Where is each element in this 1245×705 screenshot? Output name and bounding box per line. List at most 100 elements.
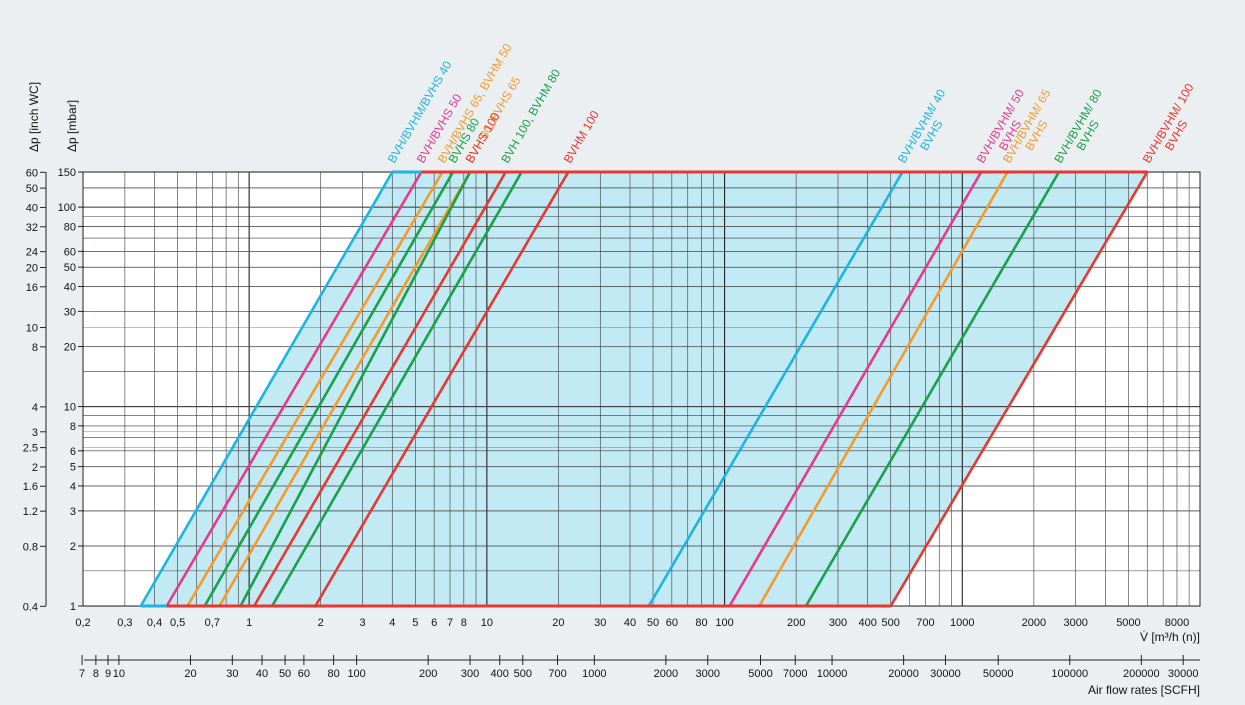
series-label: BVHM 100 [561, 108, 602, 166]
x-tick-label: 8 [461, 617, 467, 629]
y2-tick-label: 24 [26, 247, 38, 259]
x-tick-label: 2 [318, 617, 324, 629]
x2-tick-label: 3000 [696, 668, 720, 680]
x2-tick-label: 50000 [983, 668, 1014, 680]
x-tick-label: 5000 [1116, 617, 1140, 629]
series-line [139, 170, 394, 608]
x2-tick-label: 500 [514, 668, 532, 680]
y2-tick-label: 16 [26, 282, 38, 294]
x-tick-label: 2000 [1022, 617, 1046, 629]
x-tick-label: 5 [412, 617, 418, 629]
y-tick-label: 100 [58, 202, 76, 214]
y2-tick-label: 0.8 [23, 541, 38, 553]
series-line [218, 170, 472, 608]
series-line [728, 170, 983, 608]
series-label: BVH/BVHM/ 40BVHS [895, 87, 960, 172]
y2-tick-label: 4 [32, 402, 38, 414]
series-line [270, 170, 523, 608]
y-tick-label: 1 [70, 601, 76, 613]
x-tick-label: 1 [246, 617, 252, 629]
x2-tick-label: 10 [113, 668, 125, 680]
y2-tick-label: 2 [32, 462, 38, 474]
x2-tick-label: 100000 [1051, 668, 1088, 680]
x2-tick-label: 20000 [888, 668, 919, 680]
x2-tick-label: 30 [226, 668, 238, 680]
series-line [252, 170, 507, 608]
x2-tick-label: 8 [93, 668, 99, 680]
x-tick-label: 100 [715, 617, 733, 629]
y2-tick-label: 0.4 [23, 601, 38, 613]
x2-tick-label: 20 [184, 668, 196, 680]
x2-tick-label: 7000 [783, 668, 807, 680]
x-axis-title: V̇ [m³/h (n)] [1140, 630, 1200, 644]
x-tick-label: 6 [431, 617, 437, 629]
x-tick-label: 80 [695, 617, 707, 629]
x-tick-label: 4 [389, 617, 395, 629]
y-tick-label: 5 [70, 462, 76, 474]
x2-tick-label: 10000 [817, 668, 848, 680]
series-line [647, 170, 904, 608]
x-tick-label: 40 [624, 617, 636, 629]
series-line [203, 170, 455, 608]
y-axis-title: Δp [mbar] [65, 100, 79, 152]
y-tick-label: 60 [64, 246, 76, 258]
y-tick-label: 150 [58, 167, 76, 179]
series-label-line: BVHM 100 [561, 108, 602, 166]
y2-tick-label: 3 [32, 427, 38, 439]
x-tick-label: 1000 [950, 617, 974, 629]
x2-tick-label: 60 [298, 668, 310, 680]
x-tick-label: 300 [829, 617, 847, 629]
y2-tick-label: 1.6 [23, 481, 38, 493]
y-tick-label: 50 [64, 262, 76, 274]
x-tick-label: 500 [882, 617, 900, 629]
x-tick-label: 10 [481, 617, 493, 629]
series-line [889, 170, 1149, 608]
x2-tick-label: 30000 [930, 668, 961, 680]
series-label: BVH/BVHM/ 80BVHS [1051, 87, 1116, 172]
x-tick-label: 50 [647, 617, 659, 629]
x2-tick-label: 80 [327, 668, 339, 680]
x-tick-label: 0,2 [75, 617, 90, 629]
series-line [804, 170, 1061, 608]
y-tick-label: 4 [70, 481, 76, 493]
x2-tick-label: 100 [347, 668, 365, 680]
x-tick-label: 3 [360, 617, 366, 629]
y2-tick-label: 60 [26, 167, 38, 179]
x2-tick-label: 30000 [1168, 668, 1199, 680]
x-tick-label: 3000 [1063, 617, 1087, 629]
series-line [186, 170, 444, 608]
y2-tick-label: 50 [26, 183, 38, 195]
x2-tick-label: 300 [461, 668, 479, 680]
x-tick-label: 7 [447, 617, 453, 629]
x-tick-label: 30 [594, 617, 606, 629]
x2-tick-label: 40 [256, 668, 268, 680]
x-tick-label: 0,5 [170, 617, 185, 629]
x-tick-label: 60 [666, 617, 678, 629]
x-tick-label: 0,3 [117, 617, 132, 629]
x2-tick-label: 200000 [1123, 668, 1160, 680]
x2-tick-label: 9 [105, 668, 111, 680]
series-line [314, 170, 570, 608]
x2-tick-label: 1000 [582, 668, 606, 680]
y2-tick-label: 1.2 [23, 506, 38, 518]
x2-tick-label: 400 [491, 668, 509, 680]
y-tick-label: 20 [64, 342, 76, 354]
series-label-line: BVH/BVHM/ 100 [1140, 81, 1197, 166]
series-line [165, 170, 423, 608]
x-tick-label: 0,7 [205, 617, 220, 629]
x2-axis-title: Air flow rates [SCFH] [1088, 683, 1200, 697]
series-line [239, 170, 472, 608]
y-tick-label: 8 [70, 421, 76, 433]
y2-tick-label: 40 [26, 202, 38, 214]
x2-tick-label: 50 [279, 668, 291, 680]
y2-tick-label: 10 [26, 323, 38, 335]
y2-tick-label: 20 [26, 262, 38, 274]
x2-tick-label: 2000 [654, 668, 678, 680]
y-tick-label: 6 [70, 446, 76, 458]
series-label: BVH/BVHM/ 100BVHS [1140, 81, 1208, 172]
x-tick-label: 8000 [1165, 617, 1189, 629]
y-tick-label: 2 [70, 541, 76, 553]
y-tick-label: 3 [70, 506, 76, 518]
